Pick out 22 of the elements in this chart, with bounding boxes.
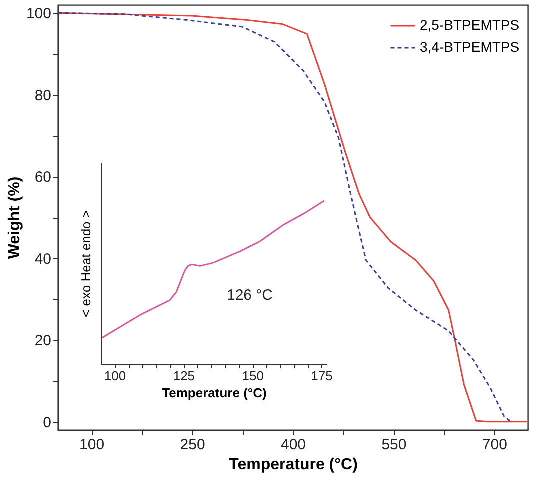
x-tick-label: 100 <box>80 436 105 454</box>
x-tick-label: 150 <box>242 368 264 384</box>
legend-label: 3,4-BTPEMTPS <box>420 39 520 55</box>
y-tick-label: 40 <box>34 250 52 268</box>
x-tick-label: 100 <box>104 368 126 384</box>
x-axis-title: Temperature (°C) <box>162 386 267 400</box>
x-tick-label: 400 <box>280 436 306 454</box>
x-axis-title: Temperature (°C) <box>229 456 358 474</box>
y-tick-label: 0 <box>43 414 52 432</box>
y-axis-title: Weight (%) <box>6 176 24 260</box>
x-tick-label: 550 <box>382 436 407 454</box>
x-tick-label: 175 <box>311 368 333 384</box>
x-tick-label: 700 <box>482 436 508 454</box>
x-tick-label: 250 <box>180 436 206 454</box>
annotation: 126 °C <box>226 287 274 304</box>
y-tick-label: 80 <box>34 87 52 104</box>
x-tick-label: 125 <box>173 368 196 384</box>
y-tick-label: 100 <box>26 6 52 23</box>
y-axis-title: < exo Heat endo > <box>78 210 94 318</box>
legend-label: 2,5-BTPEMTPS <box>420 17 520 33</box>
y-tick-label: 60 <box>34 169 52 186</box>
y-tick-label: 20 <box>34 332 52 350</box>
